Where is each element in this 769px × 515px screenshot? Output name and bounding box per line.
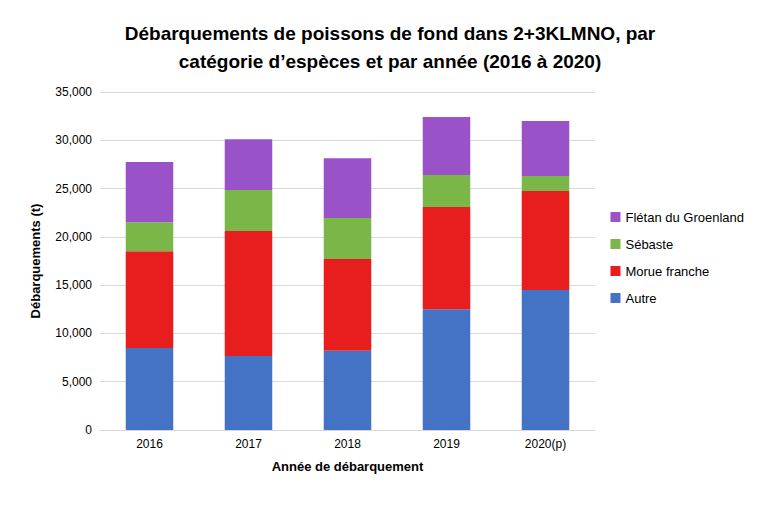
svg-text:20,000: 20,000 — [55, 230, 92, 244]
svg-text:0: 0 — [85, 423, 92, 437]
svg-text:Flétan du Groenland: Flétan du Groenland — [625, 210, 744, 225]
svg-text:30,000: 30,000 — [55, 133, 92, 147]
svg-text:Débarquements (t): Débarquements (t) — [28, 204, 43, 319]
svg-text:catégorie d’espèces et par ann: catégorie d’espèces et par année (2016 à… — [179, 51, 601, 72]
svg-text:Sébaste: Sébaste — [625, 237, 673, 252]
svg-text:Année de débarquement: Année de débarquement — [272, 459, 424, 474]
svg-text:15,000: 15,000 — [55, 278, 92, 292]
svg-text:2020(p): 2020(p) — [525, 437, 566, 451]
svg-text:Débarquements de poissons de f: Débarquements de poissons de fond dans 2… — [125, 23, 656, 44]
svg-text:2016: 2016 — [136, 437, 163, 451]
svg-text:Morue franche: Morue franche — [625, 264, 709, 279]
svg-text:10,000: 10,000 — [55, 326, 92, 340]
svg-text:2018: 2018 — [334, 437, 361, 451]
svg-text:5,000: 5,000 — [62, 375, 92, 389]
svg-text:2017: 2017 — [235, 437, 262, 451]
svg-text:25,000: 25,000 — [55, 182, 92, 196]
svg-text:2019: 2019 — [433, 437, 460, 451]
svg-text:Autre: Autre — [625, 291, 656, 306]
svg-text:35,000: 35,000 — [55, 85, 92, 99]
